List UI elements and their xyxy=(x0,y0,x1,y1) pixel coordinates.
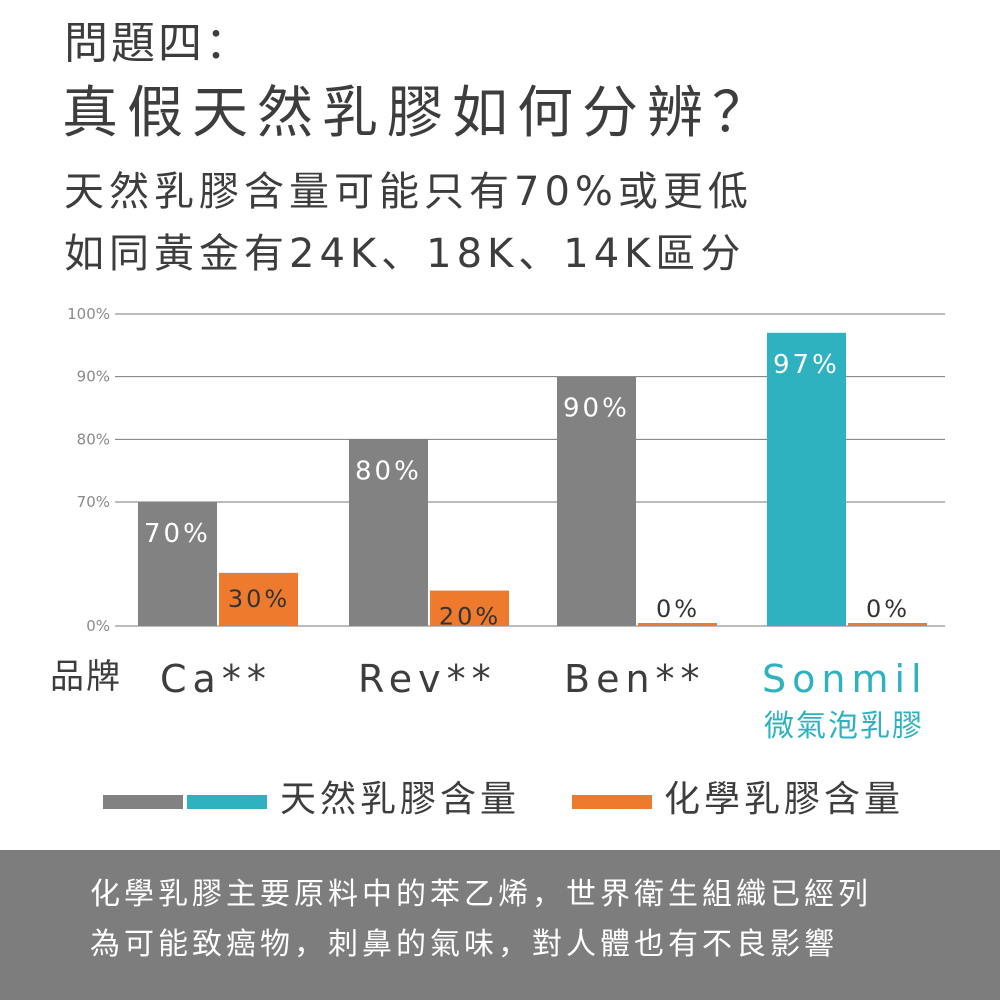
y-tick-label: 100% xyxy=(67,305,110,323)
footer-text-line-1: 化學乳膠主要原料中的苯乙烯，世界衛生組織已經列 xyxy=(90,877,872,912)
legend-label-natural: 天然乳膠含量 xyxy=(280,779,521,820)
y-tick-label: 90% xyxy=(77,368,110,386)
y-tick-label: 70% xyxy=(77,493,110,511)
bar-natural xyxy=(557,376,636,626)
bar-label-natural: 70% xyxy=(144,519,211,549)
brand-label-ben: Ben** xyxy=(564,657,706,701)
brand-label-sonmil: Sonmil xyxy=(762,657,928,701)
bar-label-chemical: 0% xyxy=(866,595,910,623)
bar-label-natural: 97% xyxy=(773,350,840,380)
bar-label-natural: 80% xyxy=(355,456,422,486)
footer-banner xyxy=(0,850,1000,1000)
bar-chemical xyxy=(219,572,298,626)
bar-chemical xyxy=(638,623,717,626)
question-label: 問題四： xyxy=(64,18,252,69)
bar-chemical xyxy=(848,623,927,626)
legend-label-chemical: 化學乳膠含量 xyxy=(664,779,905,820)
footer-text-line-2: 為可能致癌物，刺鼻的氣味，對人體也有不良影響 xyxy=(90,927,838,962)
brand-sublabel-sonmil: 微氣泡乳膠 xyxy=(764,709,924,744)
bar-natural xyxy=(349,439,428,626)
bar-label-chemical: 30% xyxy=(228,585,290,613)
bar-chart: 100% 90% 80% 70% 0% 70% 30% 80% 20% 90% 0% 97% 0% xyxy=(67,305,945,635)
legend-swatch-chemical xyxy=(572,795,652,809)
bar-label-chemical: 20% xyxy=(439,603,501,631)
bar-chemical xyxy=(430,590,509,626)
category-axis-label: 品牌 xyxy=(50,657,122,697)
bar-natural xyxy=(138,502,217,626)
subtitle-line-1: 天然乳膠含量可能只有70%或更低 xyxy=(64,169,753,215)
bar-natural xyxy=(767,332,846,626)
legend-swatch-natural-teal xyxy=(187,795,267,809)
brand-label-ca: Ca** xyxy=(160,657,272,701)
subtitle-line-2: 如同黃金有24K、18K、14K區分 xyxy=(64,231,746,277)
page-title: 真假天然乳膠如何分辨？ xyxy=(62,81,777,146)
y-tick-label: 80% xyxy=(77,430,110,448)
brand-label-rev: Rev** xyxy=(358,657,497,701)
y-tick-label: 0% xyxy=(86,617,110,635)
bar-label-natural: 90% xyxy=(563,394,630,424)
legend-swatch-natural-grey xyxy=(103,795,183,809)
bar-label-chemical: 0% xyxy=(656,595,700,623)
